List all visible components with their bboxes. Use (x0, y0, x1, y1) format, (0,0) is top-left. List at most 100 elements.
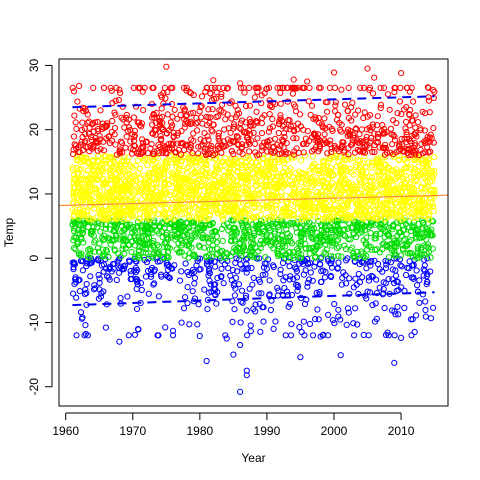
data-point (244, 332, 251, 339)
data-point (380, 279, 387, 286)
data-point (95, 271, 102, 279)
data-point (142, 273, 150, 280)
data-point (184, 119, 192, 127)
data-point (198, 102, 205, 110)
data-point (178, 128, 185, 135)
data-point (348, 104, 355, 111)
data-point (134, 119, 141, 126)
data-point (350, 252, 357, 260)
data-point (290, 135, 297, 142)
data-point (160, 175, 168, 182)
data-point (128, 225, 135, 232)
data-point (292, 170, 299, 177)
data-point (364, 258, 371, 265)
data-point (163, 157, 170, 164)
data-point (193, 262, 200, 269)
data-point (363, 295, 370, 302)
data-point-extreme (102, 324, 110, 331)
data-point (295, 120, 302, 127)
data-point (168, 169, 175, 176)
data-point (196, 108, 203, 115)
data-point (142, 249, 149, 256)
data-point (243, 256, 250, 263)
data-point-extreme (317, 333, 324, 340)
data-point (394, 110, 401, 117)
data-point (251, 191, 258, 198)
data-point (366, 84, 374, 92)
data-point (307, 170, 314, 177)
data-point (199, 234, 206, 242)
data-point (73, 332, 80, 339)
data-point (248, 264, 255, 272)
data-point (371, 130, 378, 137)
data-point (121, 262, 129, 269)
data-point (320, 157, 327, 164)
data-point (100, 84, 108, 92)
data-point (277, 100, 284, 107)
data-point (342, 101, 349, 108)
data-point (279, 249, 286, 256)
data-point (398, 284, 405, 291)
data-point (253, 213, 261, 220)
data-point (101, 232, 108, 239)
data-point (108, 87, 115, 94)
data-point-extreme (76, 82, 83, 90)
data-point (310, 225, 317, 232)
data-point (281, 285, 288, 292)
data-point (121, 157, 128, 164)
data-point (352, 275, 359, 282)
data-point (70, 133, 78, 140)
data-point (372, 300, 379, 307)
data-point (294, 246, 301, 253)
data-point (97, 228, 104, 235)
data-point (244, 265, 251, 272)
data-point (249, 236, 256, 243)
data-point (98, 221, 105, 228)
data-point (73, 294, 80, 301)
data-point (242, 198, 249, 205)
data-point (177, 111, 184, 119)
data-point (165, 140, 172, 148)
data-point (293, 281, 300, 288)
data-point (343, 321, 350, 328)
data-point (248, 122, 255, 129)
data-point (151, 148, 158, 155)
data-point (117, 295, 124, 302)
data-point (169, 122, 176, 129)
data-point (420, 266, 427, 273)
data-point (277, 115, 284, 122)
data-point (197, 136, 204, 143)
data-point (92, 119, 99, 126)
data-point (145, 234, 153, 241)
data-point (401, 304, 408, 312)
data-point (188, 136, 195, 143)
data-point (346, 290, 353, 297)
data-point (252, 84, 259, 92)
data-point (71, 234, 78, 241)
data-point (123, 111, 130, 119)
data-point (97, 146, 104, 153)
data-point (135, 251, 142, 258)
data-point (73, 157, 80, 164)
data-point (115, 96, 123, 104)
data-point (116, 269, 123, 276)
data-point (232, 102, 239, 110)
data-point (307, 269, 314, 276)
data-point (358, 248, 365, 255)
data-point (359, 274, 366, 281)
data-point (391, 332, 398, 339)
data-point (117, 263, 125, 270)
data-point (199, 182, 206, 189)
data-point (352, 162, 359, 169)
data-point (294, 126, 301, 133)
data-point (362, 136, 369, 144)
data-point (368, 159, 375, 166)
data-point (182, 113, 190, 120)
data-point (224, 136, 231, 143)
data-point (339, 139, 346, 146)
data-point (167, 188, 174, 195)
data-point (377, 104, 384, 112)
data-point (69, 84, 76, 92)
data-point (425, 248, 432, 255)
x-tick-label: 1960 (52, 424, 79, 438)
